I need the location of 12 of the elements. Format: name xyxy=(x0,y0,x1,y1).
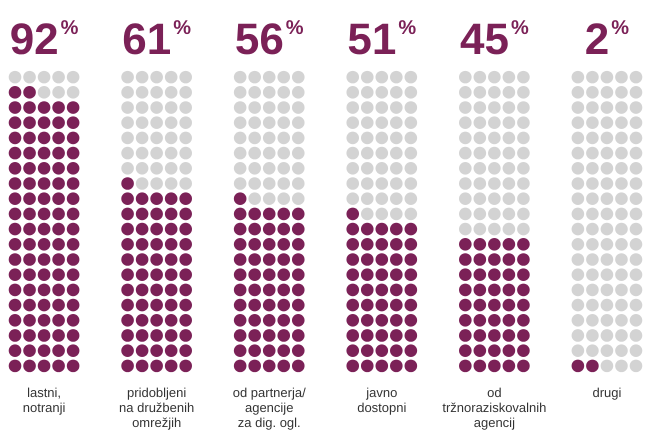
data-label: 92% xyxy=(10,15,79,64)
data-label: 56% xyxy=(234,15,304,64)
data-label: 51% xyxy=(347,15,416,64)
category-label: lastni, notranji xyxy=(22,385,66,416)
category-label: od partnerja/ agencije za dig. ogl. xyxy=(232,385,306,430)
category-label: javno dostopni xyxy=(357,385,406,416)
category-label: drugi xyxy=(592,385,622,400)
category-label: od tržnoraziskovalnih agencij xyxy=(442,385,546,430)
data-label: 45% xyxy=(460,15,529,64)
data-label: 61% xyxy=(122,15,192,64)
category-label: pridobljeni na družbenih omrežjih xyxy=(119,385,194,430)
data-label: 2% xyxy=(584,15,630,64)
